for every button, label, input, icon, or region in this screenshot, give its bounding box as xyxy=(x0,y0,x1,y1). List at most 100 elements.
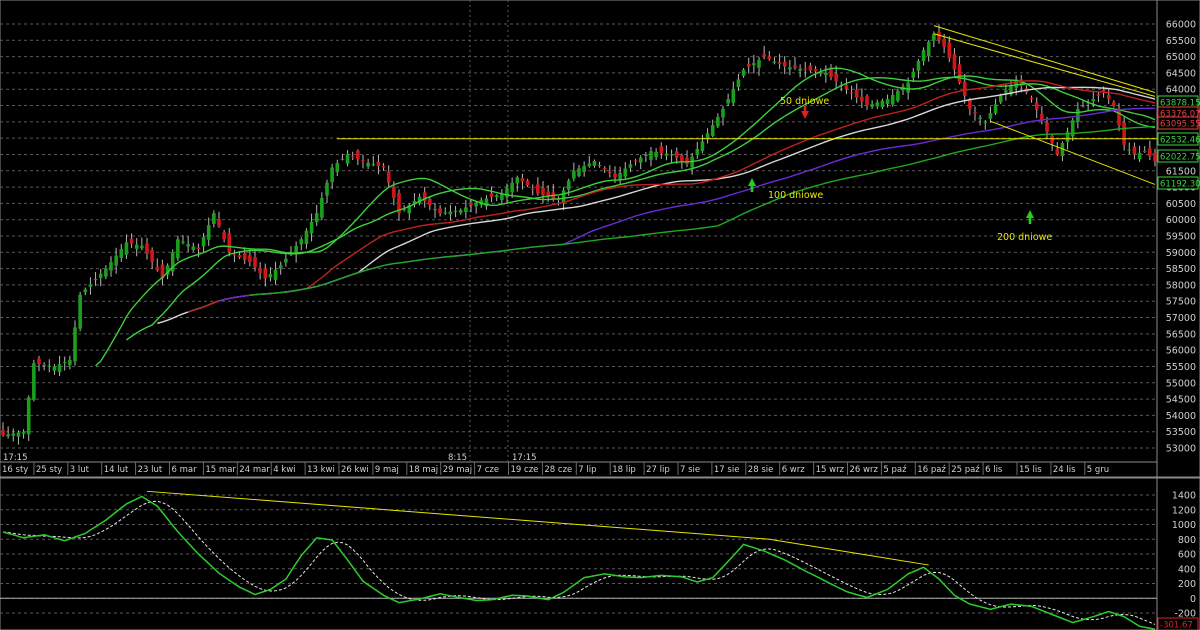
candle xyxy=(47,359,52,373)
candle-body xyxy=(16,432,21,437)
candle xyxy=(885,94,890,108)
candle xyxy=(73,320,77,366)
candle-body xyxy=(1019,79,1024,86)
candle xyxy=(145,237,149,260)
candle xyxy=(52,363,57,375)
oscillator-panel: 1400 1200 1000 800 600 400 200 0 -200-301.67 xyxy=(0,491,1199,630)
candle-body xyxy=(664,153,669,156)
candle-body xyxy=(494,195,499,197)
candle xyxy=(973,106,977,121)
date-tick-label: 7 lip xyxy=(578,465,596,475)
osc-tick-label: 400 xyxy=(1178,564,1196,575)
candle-body xyxy=(921,50,926,62)
candle-body xyxy=(1076,108,1080,122)
candle xyxy=(83,287,88,296)
candle xyxy=(911,67,916,83)
arrow-up-icon xyxy=(748,178,756,192)
candle xyxy=(1004,84,1008,101)
candle-body xyxy=(947,42,952,59)
candle xyxy=(37,355,41,372)
candle xyxy=(937,24,941,44)
candle xyxy=(705,128,710,144)
candle xyxy=(32,359,36,402)
candle xyxy=(124,234,129,259)
date-tick-label: 26 kwi xyxy=(341,465,369,475)
candle-body xyxy=(942,38,946,47)
candle-body xyxy=(633,160,638,162)
candle xyxy=(1122,116,1126,151)
candle xyxy=(16,430,21,445)
price-tick-label: 56500 xyxy=(1166,329,1196,340)
candle-body xyxy=(109,262,113,271)
candle xyxy=(577,165,581,178)
candle-body xyxy=(284,258,288,263)
date-tick-label: 14 lut xyxy=(104,465,129,475)
candle xyxy=(242,247,247,265)
osc-trendline xyxy=(769,538,929,566)
candle xyxy=(515,175,520,192)
date-tick-label: 6 mar xyxy=(172,465,198,475)
candle-body xyxy=(98,273,103,278)
candle-body xyxy=(1122,122,1126,145)
candle-body xyxy=(546,191,550,197)
candle xyxy=(1132,142,1137,160)
candles xyxy=(1,24,1157,445)
candle-body xyxy=(104,268,108,277)
candle-body xyxy=(484,198,489,207)
candle-body xyxy=(222,232,226,240)
candle xyxy=(155,258,160,272)
candle-body xyxy=(885,99,890,105)
candle xyxy=(417,193,422,206)
price-label-text: 63095.55 xyxy=(1160,120,1200,130)
candle-body xyxy=(335,163,340,173)
candle xyxy=(505,183,509,203)
candle-body xyxy=(808,65,813,71)
candle-body xyxy=(680,155,684,161)
candle xyxy=(1019,74,1024,93)
candle xyxy=(62,356,67,371)
candle-body xyxy=(741,69,746,76)
candle xyxy=(849,85,854,100)
candle-body xyxy=(443,212,448,214)
candle xyxy=(623,162,628,180)
candle xyxy=(1106,87,1111,105)
date-tick-label: 25 paź xyxy=(951,465,980,475)
date-tick-label: 28 sie xyxy=(748,465,774,475)
candle-body xyxy=(88,284,93,287)
price-tick-label: 60000 xyxy=(1166,215,1196,226)
candle-body xyxy=(695,149,700,155)
candle-body xyxy=(345,154,350,164)
candle-body xyxy=(165,265,170,275)
candle-body xyxy=(217,219,221,227)
candle xyxy=(469,198,473,213)
candle-body xyxy=(1142,150,1147,152)
candle-body xyxy=(793,65,797,69)
candle-body xyxy=(386,171,391,183)
candle-body xyxy=(731,89,736,103)
candle-body xyxy=(314,213,319,223)
price-trendline xyxy=(933,33,1156,97)
arrow-down-icon xyxy=(801,105,809,119)
candle xyxy=(669,149,674,164)
candle-body xyxy=(376,162,381,166)
candle xyxy=(1137,145,1142,163)
candle xyxy=(777,53,782,69)
price-trendline xyxy=(990,120,1156,185)
candle xyxy=(896,88,900,103)
price-tick-label: 57500 xyxy=(1166,297,1196,308)
date-tick-label: 9 maj xyxy=(375,465,399,475)
candle-body xyxy=(638,157,643,163)
price-tick-label: 54000 xyxy=(1166,411,1196,422)
candle xyxy=(638,155,643,170)
candle xyxy=(340,153,345,161)
price-tick-label: 64500 xyxy=(1166,68,1196,79)
arrow-shaft xyxy=(750,186,754,192)
candle-body xyxy=(1132,146,1137,155)
candle xyxy=(268,267,273,282)
candle-body xyxy=(926,41,931,57)
candle-body xyxy=(422,192,427,201)
candle xyxy=(721,106,725,126)
candle-body xyxy=(417,196,422,204)
moving-average-line xyxy=(249,125,1156,296)
candle xyxy=(788,59,792,76)
